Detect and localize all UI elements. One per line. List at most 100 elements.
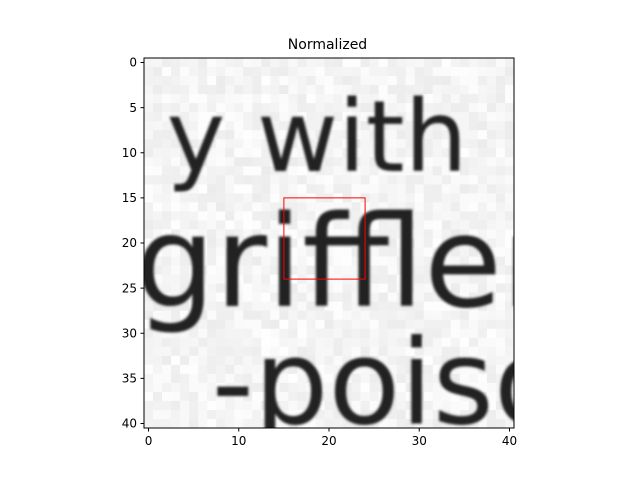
pixel-cell (369, 202, 379, 212)
pixel-cell (297, 382, 307, 393)
pixel-cell (459, 274, 470, 284)
pixel-cell (162, 328, 172, 339)
pixel-cell (495, 139, 506, 149)
pixel-cell (270, 193, 280, 203)
pixel-cell (414, 310, 425, 321)
pixel-cell (144, 148, 154, 158)
pixel-cell (324, 157, 334, 167)
x-tick-label: 30 (412, 434, 427, 448)
pixel-cell (297, 166, 307, 176)
pixel-cell (162, 238, 172, 248)
pixel-cell (225, 355, 235, 366)
pixel-cell (387, 292, 397, 302)
pixel-cell (261, 130, 271, 140)
pixel-cell (495, 301, 506, 311)
pixel-cell (171, 76, 181, 86)
pixel-cell (261, 166, 271, 176)
pixel-cell (144, 220, 154, 230)
pixel-cell (486, 292, 497, 302)
pixel-cell (162, 373, 172, 384)
pixel-cell (198, 76, 208, 86)
pixel-cell (360, 121, 370, 131)
pixel-cell (234, 103, 244, 113)
pixel-cell (387, 220, 397, 230)
pixel-cell (324, 310, 334, 321)
pixel-cell (189, 274, 199, 284)
pixel-cell (306, 184, 316, 194)
pixel-cell (207, 382, 217, 393)
pixel-cell (459, 103, 470, 113)
pixel-cell (198, 274, 208, 284)
pixel-cell (504, 220, 514, 230)
chart-title: Normalized (288, 37, 367, 53)
pixel-cell (153, 238, 163, 248)
pixel-cell (261, 364, 271, 375)
pixel-cell (504, 157, 514, 167)
pixel-cell (378, 247, 388, 257)
pixel-cell (297, 184, 307, 194)
pixel-cell (297, 355, 307, 366)
pixel-cell (279, 418, 289, 428)
pixel-cell (333, 292, 343, 302)
pixel-cell (414, 292, 425, 302)
pixel-cell (333, 139, 343, 149)
pixel-cell (504, 346, 514, 357)
pixel-cell (261, 112, 271, 122)
pixel-cell (441, 148, 452, 158)
pixel-cell (360, 346, 370, 357)
pixel-cell (216, 346, 226, 357)
pixel-cell (342, 418, 352, 428)
pixel-cell (477, 310, 488, 321)
pixel-cell (171, 85, 181, 95)
pixel-cell (369, 328, 379, 339)
pixel-cell (315, 211, 325, 221)
pixel-cell (279, 328, 289, 339)
pixel-cell (288, 319, 298, 330)
pixel-cell (477, 220, 488, 230)
pixel-cell (315, 301, 325, 311)
pixel-cell (252, 409, 262, 420)
pixel-cell (207, 256, 217, 266)
pixel-cell (414, 184, 425, 194)
y-tick-label: 5 (129, 101, 137, 115)
pixel-cell (405, 265, 416, 275)
pixel-cell (369, 391, 379, 402)
pixel-cell (387, 148, 397, 158)
pixel-cell (216, 112, 226, 122)
pixel-cell (342, 319, 352, 330)
pixel-cell (486, 310, 497, 321)
pixel-cell (405, 58, 416, 68)
pixel-cell (342, 382, 352, 393)
pixel-cell (261, 418, 271, 428)
pixel-cell (279, 103, 289, 113)
pixel-cell (333, 265, 343, 275)
pixel-cell (153, 67, 163, 77)
pixel-cell (369, 67, 379, 77)
pixel-cell (423, 283, 434, 293)
pixel-cell (234, 139, 244, 149)
pixel-cell (279, 373, 289, 384)
pixel-cell (432, 310, 443, 321)
pixel-cell (405, 85, 416, 95)
pixel-cell (351, 238, 361, 248)
pixel-cell (324, 256, 334, 266)
pixel-cell (189, 382, 199, 393)
pixel-cell (207, 112, 217, 122)
pixel-cell (459, 283, 470, 293)
pixel-cell (405, 157, 416, 167)
pixel-cell (153, 184, 163, 194)
pixel-cell (324, 391, 334, 402)
pixel-cell (432, 220, 443, 230)
pixel-cell (468, 67, 479, 77)
pixel-cell (315, 391, 325, 402)
x-tick-label: 0 (145, 434, 153, 448)
pixel-cell (216, 382, 226, 393)
pixel-cell (180, 130, 190, 140)
pixel-cell (486, 193, 497, 203)
pixel-cell (396, 184, 407, 194)
pixel-cell (162, 94, 172, 104)
pixel-cell (306, 283, 316, 293)
pixel-cell (396, 130, 407, 140)
pixel-cell (504, 274, 514, 284)
pixel-cell (297, 247, 307, 257)
